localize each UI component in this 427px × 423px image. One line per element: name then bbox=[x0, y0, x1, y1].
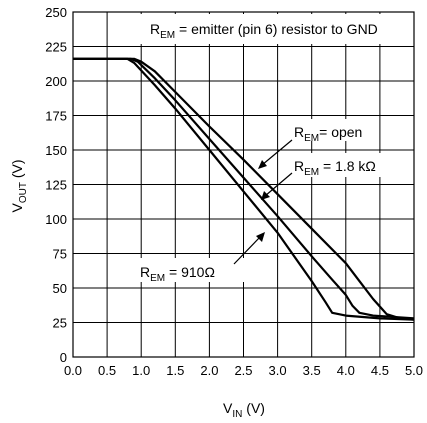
series-label-910: REM = 910Ω bbox=[138, 232, 265, 284]
series-label-1k8-leader bbox=[264, 172, 293, 197]
series-line-910 bbox=[73, 57, 415, 321]
x-axis-title-sub: IN bbox=[232, 409, 242, 420]
series-label-1k8-arrowhead bbox=[261, 191, 270, 200]
note-box bbox=[140, 14, 410, 44]
series-label-open-text: REM= open bbox=[294, 124, 362, 144]
grid bbox=[72, 11, 415, 358]
x-tick-label: 4.5 bbox=[371, 363, 389, 378]
y-tick-label: 0 bbox=[60, 350, 67, 365]
series-label-910-leader bbox=[233, 235, 262, 265]
note-text: REM = emitter (pin 6) resistor to GND bbox=[150, 21, 378, 41]
plot-frame bbox=[72, 11, 415, 358]
series-label-open-sub: EM bbox=[304, 133, 319, 144]
y-tick-label: 75 bbox=[53, 247, 67, 262]
series-label-1k8: REM = 1.8 kΩ bbox=[261, 153, 395, 200]
x-tick-label: 2.5 bbox=[234, 363, 252, 378]
series-label-open-bg bbox=[291, 119, 379, 141]
x-tick-label: 1.5 bbox=[166, 363, 184, 378]
series-label-open-arrowhead bbox=[258, 160, 267, 169]
series-label-open: REM= open bbox=[258, 119, 379, 169]
series-lines bbox=[73, 57, 415, 321]
series-label-910-text: REM = 910Ω bbox=[140, 264, 215, 284]
y-tick-label: 50 bbox=[53, 281, 67, 296]
series-label-910-main: R bbox=[140, 264, 150, 280]
x-tick-label: 1.0 bbox=[132, 363, 150, 378]
series-label-910-bg bbox=[138, 258, 250, 282]
y-tick-label: 225 bbox=[45, 40, 67, 55]
y-tick-label: 125 bbox=[45, 178, 67, 193]
x-tick-label: 4.0 bbox=[337, 363, 355, 378]
y-axis-title-main: V bbox=[9, 203, 25, 213]
y-tick-label: 100 bbox=[45, 212, 67, 227]
x-axis-title-main: V bbox=[223, 400, 233, 416]
x-tick-label: 0.0 bbox=[64, 363, 82, 378]
series-label-1k8-sub: EM bbox=[304, 167, 319, 178]
series-label-910-sub: EM bbox=[150, 273, 165, 284]
x-tick-label: 5.0 bbox=[405, 363, 423, 378]
x-tick-label: 3.5 bbox=[303, 363, 321, 378]
note-main: R bbox=[150, 21, 160, 37]
x-tick-labels: 0.0 0.5 1.0 1.5 2.0 2.5 3.0 3.5 4.0 4.5 5.0 bbox=[64, 363, 423, 378]
series-label-open-leader bbox=[261, 139, 293, 166]
y-tick-labels: 0 25 50 75 100 125 150 175 200 225 250 bbox=[45, 5, 67, 365]
series-line-open bbox=[73, 57, 415, 321]
series-label-open-rest: = open bbox=[319, 124, 362, 140]
series-label-1k8-text: REM = 1.8 kΩ bbox=[294, 158, 376, 178]
x-axis-title-unit: (V) bbox=[242, 400, 265, 416]
series-label-1k8-bg bbox=[291, 153, 395, 177]
series-line-1k8 bbox=[73, 57, 415, 320]
y-axis-title-sub: OUT bbox=[18, 182, 29, 203]
y-axis-title-unit: (V) bbox=[9, 159, 25, 182]
y-tick-label: 175 bbox=[45, 109, 67, 124]
x-tick-label: 3.0 bbox=[269, 363, 287, 378]
x-axis-title: VIN (V) bbox=[223, 400, 265, 420]
note-rest: = emitter (pin 6) resistor to GND bbox=[175, 21, 378, 37]
y-tick-label: 200 bbox=[45, 74, 67, 89]
series-label-1k8-main: R bbox=[294, 158, 304, 174]
x-tick-label: 2.0 bbox=[200, 363, 218, 378]
x-tick-label: 0.5 bbox=[98, 363, 116, 378]
note-sub: EM bbox=[160, 30, 175, 41]
y-tick-label: 150 bbox=[45, 143, 67, 158]
series-label-1k8-rest: = 1.8 kΩ bbox=[319, 158, 376, 174]
y-tick-label: 250 bbox=[45, 5, 67, 20]
series-label-910-arrowhead bbox=[256, 232, 265, 242]
y-tick-label: 25 bbox=[53, 316, 67, 331]
y-axis-title: VOUT (V) bbox=[9, 159, 29, 212]
series-label-open-main: R bbox=[294, 124, 304, 140]
series-label-910-rest: = 910Ω bbox=[165, 264, 215, 280]
